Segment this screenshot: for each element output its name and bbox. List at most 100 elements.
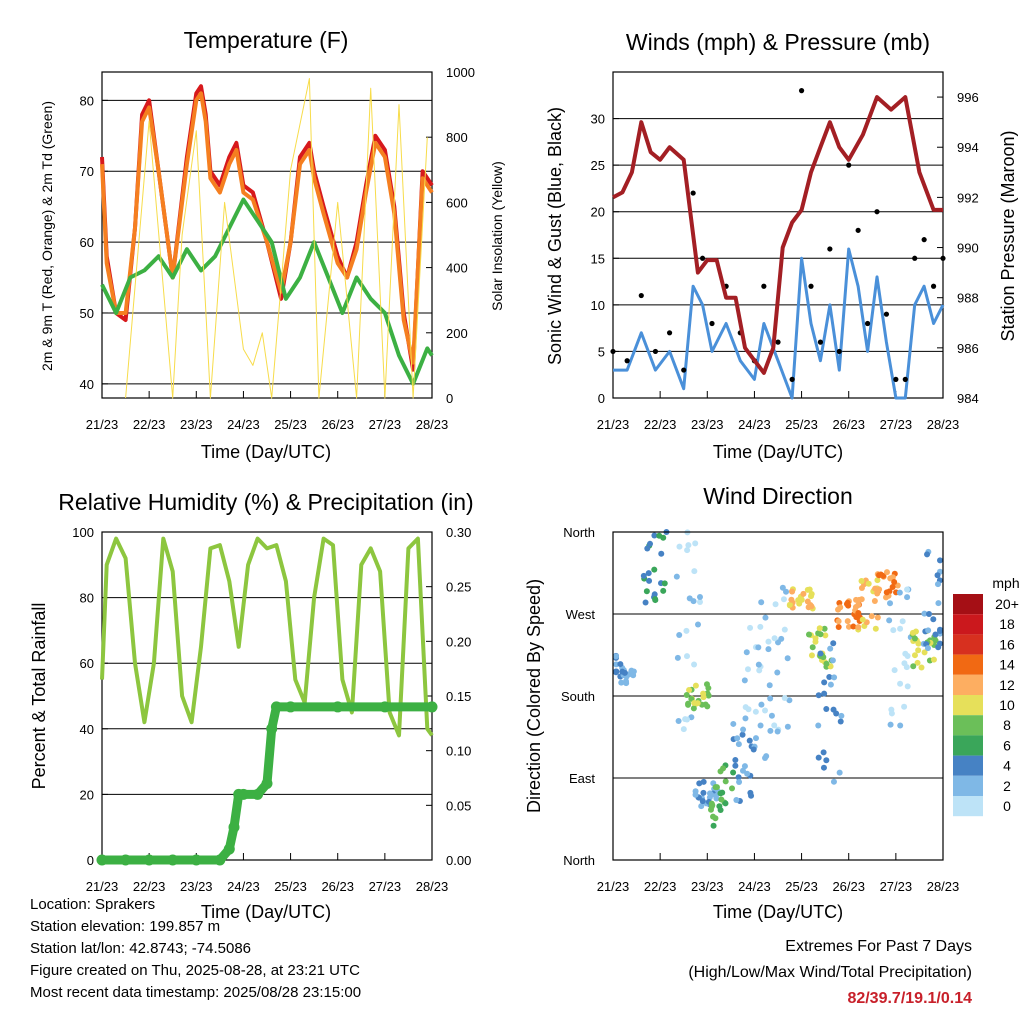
y-right-tick-label: 800 [446,130,468,145]
direction-point [855,601,862,608]
direction-point [644,545,651,552]
direction-point [651,566,658,573]
x-tick-label: 21/23 [597,879,630,894]
direction-point [762,707,769,714]
temperature-title: Temperature (F) [184,27,349,53]
direction-point [817,650,824,657]
legend-label: 0 [1003,798,1011,814]
legend-label: 16 [999,636,1015,652]
direction-panel: Wind Direction Time (Day/UTC) Direction … [524,483,1020,922]
direction-point [698,803,705,810]
data-timestamp: Most recent data timestamp: 2025/08/28 2… [30,984,362,1001]
direction-point [732,762,739,769]
x-tick-label: 26/23 [832,879,865,894]
gust-point [921,237,927,243]
series-line-total-rainfall [102,702,432,865]
direction-point [748,792,755,799]
direction-point [827,645,834,652]
direction-point [745,706,752,713]
direction-point [642,599,649,606]
station-info: Location: Sprakers Station elevation: 19… [30,894,361,1004]
y-tick-label: 5 [598,344,605,359]
gust-point [912,255,918,261]
direction-point [692,788,699,795]
figure-created: Figure created on Thu, 2025-08-28, at 23… [30,962,360,979]
direction-point [686,595,693,602]
direction-point [883,569,890,576]
direction-xlabel: Time (Day/UTC) [713,902,843,922]
y-right-tick-label: 990 [957,241,979,256]
direction-point [652,596,659,603]
direction-point [823,660,830,667]
direction-point [767,695,774,702]
direction-point [623,678,630,685]
direction-point [739,767,746,774]
direction-point [789,588,796,595]
direction-point [912,628,919,635]
gust-point [666,330,673,336]
direction-point [732,757,739,764]
x-tick-label: 23/23 [180,879,213,894]
y-right-tick-label: 200 [446,326,468,341]
direction-point [934,572,941,579]
direction-point [859,616,866,623]
direction-point [935,600,942,607]
gust-point [808,283,814,289]
direction-point [762,614,769,621]
direction-point [661,580,668,587]
series-line-sonic-wind [613,247,945,400]
legend-swatch [953,735,983,756]
direction-point [704,690,711,697]
direction-point [765,646,772,653]
direction-point [809,644,816,651]
direction-point [899,618,906,625]
direction-point [700,789,707,796]
direction-point [613,669,619,676]
direction-point [717,807,724,814]
direction-point [924,645,931,652]
gust-point [827,246,833,252]
direction-point [865,580,872,587]
direction-point [924,551,931,558]
direction-point [685,542,692,549]
y-tick-label: 100 [72,525,94,540]
direction-point [858,578,865,585]
direction-point [784,655,791,662]
direction-point [911,652,918,659]
y-tick-label: East [569,771,595,786]
direction-point [837,718,844,725]
direction-point [853,596,860,603]
direction-point [646,577,653,584]
y-right-tick-label: 0 [446,391,453,406]
direction-point [752,735,759,742]
direction-point [686,687,693,694]
direction-point [887,721,894,728]
direction-point [756,667,763,674]
direction-point [744,770,751,777]
direction-point [750,746,757,753]
legend-label: 2 [1003,778,1011,794]
humidity-title: Relative Humidity (%) & Precipitation (i… [58,489,473,515]
humidity-ylabel-left: Percent & Total Rainfall [29,603,49,790]
direction-point [821,679,828,686]
direction-point [708,791,715,798]
direction-point [887,600,894,607]
x-tick-label: 22/23 [644,879,677,894]
direction-point [868,613,875,620]
y-tick-label: 60 [80,656,94,671]
direction-point [888,710,895,717]
direction-point [904,594,911,601]
legend-label: 8 [1003,717,1011,733]
direction-point [786,697,793,704]
gust-point [864,320,871,327]
direction-point [876,572,883,579]
series-line-2m-td [100,197,434,386]
direction-legend-title: mph [992,575,1019,591]
direction-point [691,568,698,575]
direction-point [683,627,690,634]
plot-frame [101,531,433,861]
direction-point [619,668,626,675]
direction-point [845,623,852,630]
direction-point [889,584,896,591]
direction-point [816,625,823,632]
